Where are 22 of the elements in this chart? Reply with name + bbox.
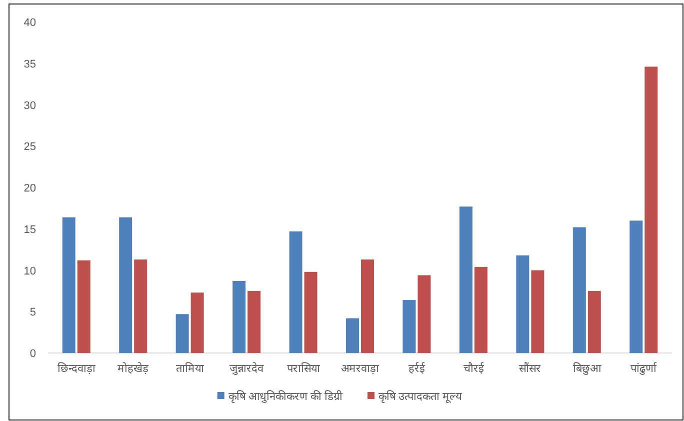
- y-tick-label: 30: [24, 100, 36, 112]
- y-tick-label: 0: [30, 348, 36, 360]
- x-tick-label: जुन्नारदेव: [230, 362, 265, 375]
- x-tick-label: मोहखेड़: [118, 362, 149, 375]
- x-tick-label: पांढुर्णा: [630, 362, 658, 375]
- x-tick-label: बिछुआ: [572, 362, 602, 375]
- x-tick-label: हर्रई: [408, 362, 426, 375]
- y-tick-label: 20: [24, 182, 36, 194]
- y-tick-label: 15: [24, 224, 36, 236]
- x-tick-label: चौरई: [463, 362, 484, 375]
- legend-label: कृषि उत्पादकता मूल्य: [378, 390, 463, 404]
- y-tick-label: 5: [30, 306, 36, 319]
- y-tick-label: 10: [24, 265, 36, 278]
- y-tick-label: 35: [24, 58, 36, 70]
- x-tick-label: सौंसर: [519, 362, 542, 375]
- legend-label: कृषि आधुनिकीकरण की डिग्री: [228, 390, 343, 403]
- x-tick-label: छिन्दवाड़ा: [57, 362, 96, 375]
- x-tick-label: अमरवाड़ा: [341, 363, 379, 375]
- x-tick-label: तामिया: [176, 362, 204, 375]
- y-tick-label: 40: [24, 17, 36, 29]
- y-tick-label: 25: [24, 141, 36, 154]
- x-tick-label: परासिया: [286, 362, 320, 375]
